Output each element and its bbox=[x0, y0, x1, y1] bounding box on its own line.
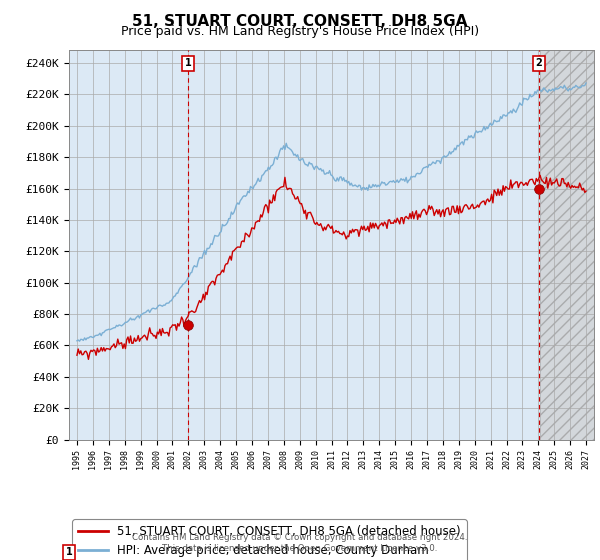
Text: 20-DEC-2001     £72,995     15% ↓ HPI: 20-DEC-2001 £72,995 15% ↓ HPI bbox=[90, 548, 340, 557]
Text: 51, STUART COURT, CONSETT, DH8 5GA: 51, STUART COURT, CONSETT, DH8 5GA bbox=[133, 14, 467, 29]
Text: 2: 2 bbox=[536, 58, 542, 68]
Text: 1: 1 bbox=[65, 548, 73, 557]
Legend: 51, STUART COURT, CONSETT, DH8 5GA (detached house), HPI: Average price, detache: 51, STUART COURT, CONSETT, DH8 5GA (deta… bbox=[72, 520, 467, 560]
Text: 1: 1 bbox=[184, 58, 191, 68]
Text: Contains HM Land Registry data © Crown copyright and database right 2024.
This d: Contains HM Land Registry data © Crown c… bbox=[132, 533, 468, 553]
Bar bbox=[539, 50, 600, 440]
Text: Price paid vs. HM Land Registry's House Price Index (HPI): Price paid vs. HM Land Registry's House … bbox=[121, 25, 479, 38]
